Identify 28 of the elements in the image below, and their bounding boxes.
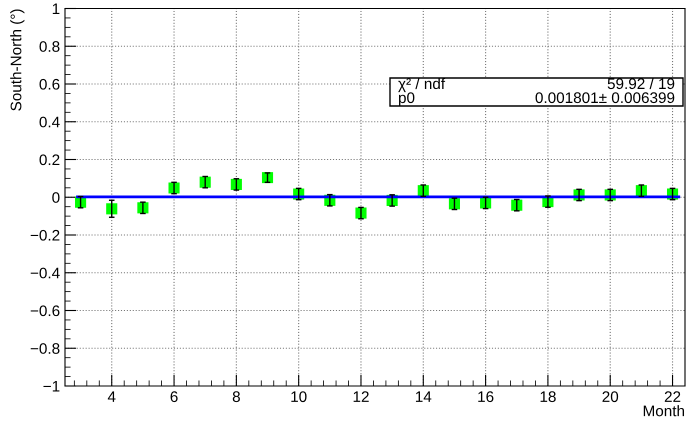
annotation: 0.001801± 0.006399 — [536, 92, 674, 104]
x-tick-label: 4 — [108, 391, 116, 402]
x-tick-label: 20 — [602, 391, 618, 402]
annotation: 59.92 / 19 — [608, 78, 674, 90]
y-tick-label: 0.6 — [40, 78, 60, 90]
x-tick-label: 8 — [232, 391, 240, 402]
y-tick-label: −1 — [43, 381, 60, 392]
x-tick-label: 12 — [354, 391, 369, 402]
x-tick-label: 14 — [416, 391, 432, 402]
x-axis-title: Month — [644, 405, 684, 416]
x-tick-label: 16 — [478, 391, 494, 402]
x-tick-label: 6 — [170, 391, 178, 402]
x-tick-label: 22 — [664, 391, 680, 402]
y-tick-label: 0.2 — [40, 154, 60, 166]
annotation: p0 — [398, 92, 414, 106]
y-tick-label: 0.8 — [40, 41, 60, 52]
x-tick-label: 10 — [291, 391, 307, 402]
y-tick-label: −0.4 — [30, 268, 60, 278]
y-tick-label: −0.2 — [30, 230, 60, 241]
annotation: χ² / ndf — [398, 78, 446, 92]
y-tick-label: −0.8 — [30, 343, 60, 354]
y-tick-label: 0 — [52, 192, 60, 203]
y-axis-title: South-North (°) — [10, 9, 24, 111]
x-tick-label: 18 — [540, 391, 556, 402]
y-tick-label: −0.6 — [30, 305, 60, 316]
point — [168, 182, 180, 194]
y-tick-label: 0.4 — [40, 116, 60, 128]
y-tick-label: 1 — [52, 4, 60, 14]
